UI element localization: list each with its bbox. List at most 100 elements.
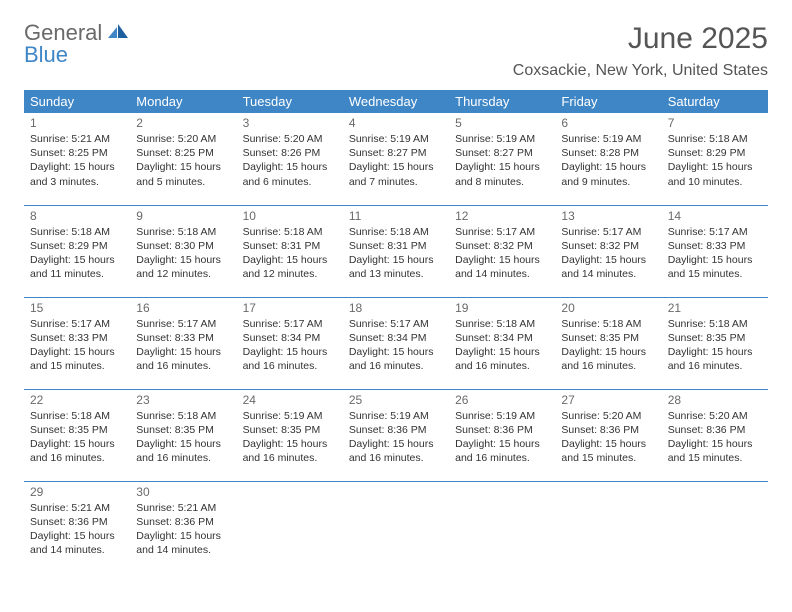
day-sr: Sunrise: 5:17 AM <box>349 317 443 331</box>
day-sr: Sunrise: 5:17 AM <box>136 317 230 331</box>
calendar-cell: 23Sunrise: 5:18 AMSunset: 8:35 PMDayligh… <box>130 389 236 481</box>
day-number: 22 <box>30 393 124 407</box>
day-dl1: Daylight: 15 hours <box>136 345 230 359</box>
day-dl1: Daylight: 15 hours <box>30 160 124 174</box>
calendar-cell: 15Sunrise: 5:17 AMSunset: 8:33 PMDayligh… <box>24 297 130 389</box>
day-info: Sunrise: 5:18 AMSunset: 8:35 PMDaylight:… <box>136 409 230 466</box>
calendar-cell <box>662 481 768 573</box>
day-info: Sunrise: 5:21 AMSunset: 8:36 PMDaylight:… <box>30 501 124 558</box>
calendar-cell: 13Sunrise: 5:17 AMSunset: 8:32 PMDayligh… <box>555 205 661 297</box>
day-number: 21 <box>668 301 762 315</box>
day-ss: Sunset: 8:33 PM <box>136 331 230 345</box>
logo-sail-icon <box>108 22 130 44</box>
day-sr: Sunrise: 5:18 AM <box>668 317 762 331</box>
calendar-cell: 4Sunrise: 5:19 AMSunset: 8:27 PMDaylight… <box>343 113 449 205</box>
calendar-row: 22Sunrise: 5:18 AMSunset: 8:35 PMDayligh… <box>24 389 768 481</box>
day-info: Sunrise: 5:20 AMSunset: 8:36 PMDaylight:… <box>668 409 762 466</box>
day-info: Sunrise: 5:17 AMSunset: 8:33 PMDaylight:… <box>136 317 230 374</box>
day-ss: Sunset: 8:36 PM <box>668 423 762 437</box>
day-info: Sunrise: 5:21 AMSunset: 8:36 PMDaylight:… <box>136 501 230 558</box>
calendar-cell: 10Sunrise: 5:18 AMSunset: 8:31 PMDayligh… <box>237 205 343 297</box>
day-number: 12 <box>455 209 549 223</box>
day-info: Sunrise: 5:17 AMSunset: 8:34 PMDaylight:… <box>349 317 443 374</box>
day-ss: Sunset: 8:35 PM <box>561 331 655 345</box>
calendar-cell: 12 Sunrise: 5:17 AMSunset: 8:32 PMDayligh… <box>449 205 555 297</box>
day-ss: Sunset: 8:32 PM <box>561 239 655 253</box>
day-sr: Sunrise: 5:19 AM <box>243 409 337 423</box>
page-title: June 2025 <box>513 22 768 56</box>
day-ss: Sunset: 8:36 PM <box>136 515 230 529</box>
day-number: 24 <box>243 393 337 407</box>
day-info: Sunrise: 5:18 AMSunset: 8:35 PMDaylight:… <box>668 317 762 374</box>
dayhead-fri: Friday <box>555 90 661 113</box>
location-text: Coxsackie, New York, United States <box>513 62 768 80</box>
day-ss: Sunset: 8:32 PM <box>455 239 549 253</box>
day-sr: Sunrise: 5:19 AM <box>455 409 549 423</box>
day-number: 30 <box>136 485 230 499</box>
day-sr: Sunrise: 5:20 AM <box>243 132 337 146</box>
day-sr: Sunrise: 5:20 AM <box>668 409 762 423</box>
day-sr: Sunrise: 5:18 AM <box>136 409 230 423</box>
day-ss: Sunset: 8:33 PM <box>30 331 124 345</box>
day-dl1: Daylight: 15 hours <box>30 529 124 543</box>
day-dl2: and 8 minutes. <box>455 175 549 189</box>
day-dl1: Daylight: 15 hours <box>30 437 124 451</box>
day-info: Sunrise: 5:18 AMSunset: 8:35 PMDaylight:… <box>561 317 655 374</box>
day-ss: Sunset: 8:36 PM <box>349 423 443 437</box>
day-info: Sunrise: 5:19 AMSunset: 8:36 PMDaylight:… <box>349 409 443 466</box>
day-sr: Sunrise: 5:18 AM <box>455 317 549 331</box>
day-ss: Sunset: 8:33 PM <box>668 239 762 253</box>
day-header-row: Sunday Monday Tuesday Wednesday Thursday… <box>24 90 768 113</box>
day-info: Sunrise: 5:21 AMSunset: 8:25 PMDaylight:… <box>30 132 124 189</box>
day-dl1: Daylight: 15 hours <box>349 345 443 359</box>
calendar-cell: 25Sunrise: 5:19 AMSunset: 8:36 PMDayligh… <box>343 389 449 481</box>
day-dl2: and 6 minutes. <box>243 175 337 189</box>
day-number: 8 <box>30 209 124 223</box>
day-ss: Sunset: 8:36 PM <box>30 515 124 529</box>
day-info: Sunrise: 5:18 AMSunset: 8:31 PMDaylight:… <box>243 225 337 282</box>
day-info: Sunrise: 5:19 AMSunset: 8:27 PMDaylight:… <box>455 132 549 189</box>
day-dl1: Daylight: 15 hours <box>561 437 655 451</box>
day-ss: Sunset: 8:29 PM <box>668 146 762 160</box>
day-number: 2 <box>136 116 230 130</box>
day-dl2: and 16 minutes. <box>136 359 230 373</box>
day-sr: Sunrise: 5:20 AM <box>136 132 230 146</box>
day-info: Sunrise: 5:20 AMSunset: 8:25 PMDaylight:… <box>136 132 230 189</box>
day-dl2: and 12 minutes. <box>243 267 337 281</box>
day-sr: Sunrise: 5:18 AM <box>668 132 762 146</box>
day-dl2: and 5 minutes. <box>136 175 230 189</box>
day-dl1: Daylight: 15 hours <box>243 437 337 451</box>
day-dl1: Daylight: 15 hours <box>668 160 762 174</box>
day-ss: Sunset: 8:35 PM <box>668 331 762 345</box>
day-info: Sunrise: 5:19 AMSunset: 8:27 PMDaylight:… <box>349 132 443 189</box>
dayhead-mon: Monday <box>130 90 236 113</box>
day-ss: Sunset: 8:35 PM <box>243 423 337 437</box>
day-dl1: Daylight: 15 hours <box>136 437 230 451</box>
day-dl2: and 14 minutes. <box>561 267 655 281</box>
calendar-cell: 14Sunrise: 5:17 AMSunset: 8:33 PMDayligh… <box>662 205 768 297</box>
day-dl2: and 10 minutes. <box>668 175 762 189</box>
day-sr: Sunrise: 5:20 AM <box>561 409 655 423</box>
calendar-cell: 26Sunrise: 5:19 AMSunset: 8:36 PMDayligh… <box>449 389 555 481</box>
day-dl2: and 16 minutes. <box>455 451 549 465</box>
calendar-cell: 11Sunrise: 5:18 AMSunset: 8:31 PMDayligh… <box>343 205 449 297</box>
day-number: 5 <box>455 116 549 130</box>
day-number: 27 <box>561 393 655 407</box>
calendar-cell: 8Sunrise: 5:18 AMSunset: 8:29 PMDaylight… <box>24 205 130 297</box>
day-sr: Sunrise: 5:18 AM <box>561 317 655 331</box>
day-ss: Sunset: 8:36 PM <box>455 423 549 437</box>
day-dl1: Daylight: 15 hours <box>243 345 337 359</box>
day-dl1: Daylight: 15 hours <box>561 253 655 267</box>
day-info: Sunrise: 5:20 AMSunset: 8:26 PMDaylight:… <box>243 132 337 189</box>
day-info: Sunrise: 5:17 AMSunset: 8:32 PMDaylight:… <box>455 225 549 282</box>
calendar-cell: 3Sunrise: 5:20 AMSunset: 8:26 PMDaylight… <box>237 113 343 205</box>
day-dl2: and 11 minutes. <box>30 267 124 281</box>
day-number: 29 <box>30 485 124 499</box>
day-dl2: and 15 minutes. <box>30 359 124 373</box>
dayhead-thu: Thursday <box>449 90 555 113</box>
day-info: Sunrise: 5:17 AMSunset: 8:33 PMDaylight:… <box>30 317 124 374</box>
day-dl2: and 15 minutes. <box>561 451 655 465</box>
calendar-cell: 2 Sunrise: 5:20 AMSunset: 8:25 PMDaylight… <box>130 113 236 205</box>
day-dl1: Daylight: 15 hours <box>30 253 124 267</box>
day-ss: Sunset: 8:31 PM <box>349 239 443 253</box>
